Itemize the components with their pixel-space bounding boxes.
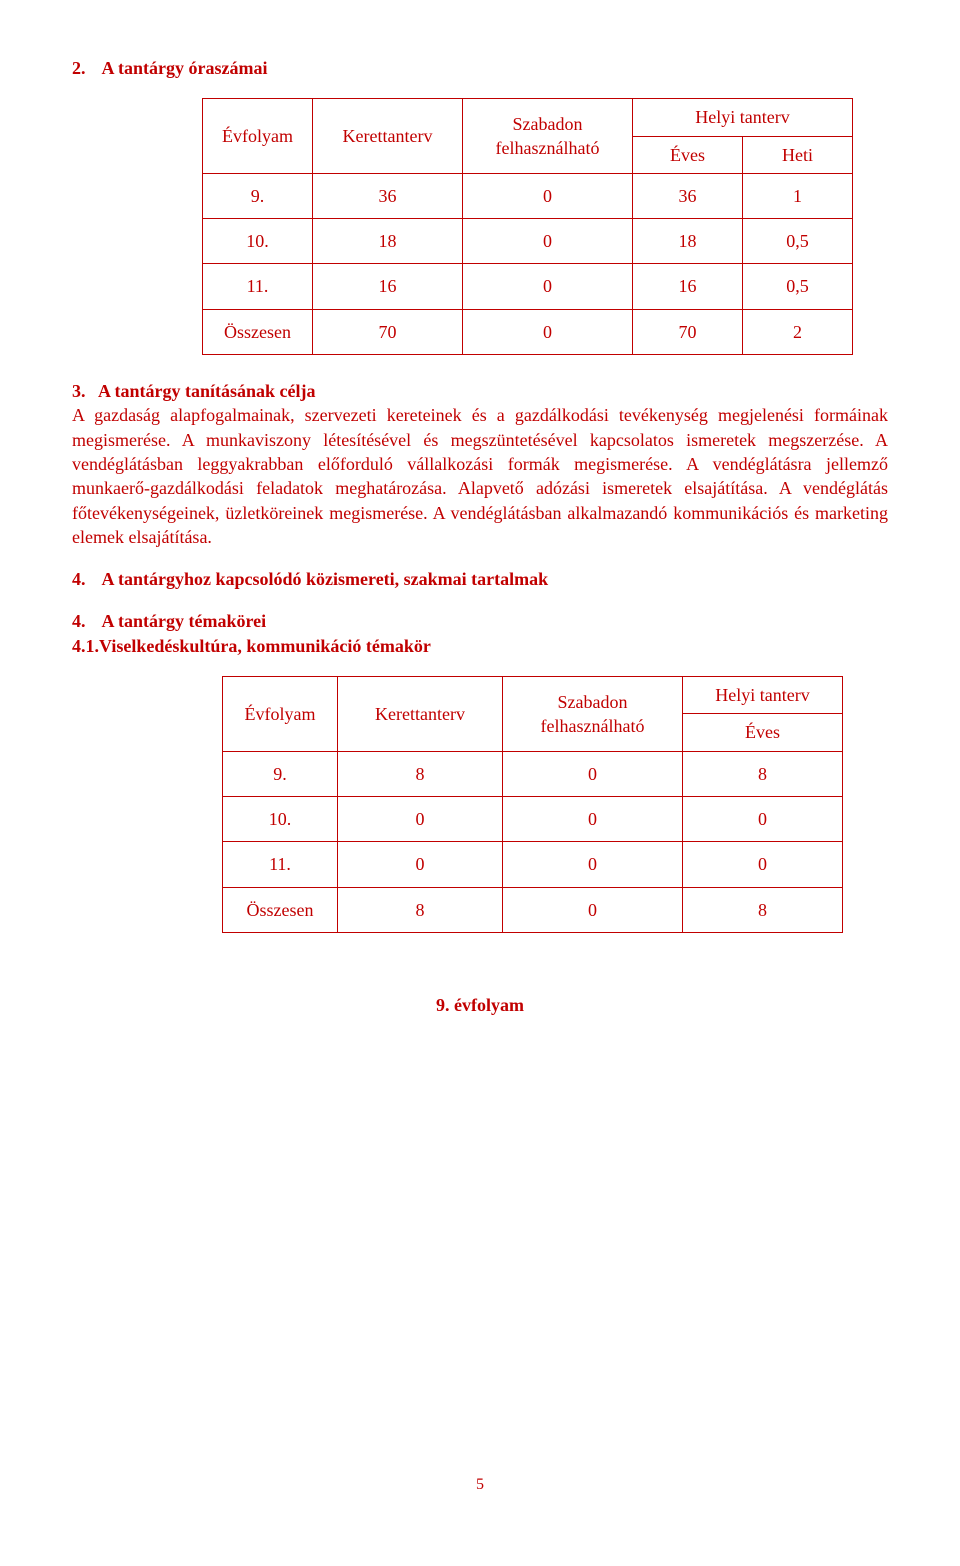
th-evfolyam2: Évfolyam [223,677,338,752]
cell: 18 [313,219,463,264]
cell: 0 [503,842,683,887]
topic-hours-table: Évfolyam Kerettanterv Szabadon felhaszná… [222,676,843,933]
section-3-num: 3. [72,379,98,403]
cell: 0 [503,887,683,932]
cell: 0 [683,842,843,887]
page-number: 5 [72,1474,888,1496]
th-kerettanterv: Kerettanterv [313,99,463,174]
cell: 8 [683,751,843,796]
footer-grade: 9. évfolyam [72,993,888,1017]
section-4b-title: A tantárgy témakörei [102,611,267,631]
section-2-heading: 2. A tantárgy óraszámai [72,56,888,80]
cell: 0 [503,751,683,796]
section-41-title: Viselkedéskultúra, kommunikáció témakör [99,636,431,656]
cell: Összesen [203,309,313,354]
cell: 0 [503,796,683,841]
cell: 0 [338,796,503,841]
cell: 16 [313,264,463,309]
th-szabadon: Szabadon felhasználható [463,99,633,174]
cell: 8 [683,887,843,932]
cell: 10. [223,796,338,841]
th-eves2: Éves [683,714,843,751]
th-szabadon2: Szabadon felhasználható [503,677,683,752]
cell: 9. [223,751,338,796]
cell: 0 [683,796,843,841]
table-row: Összesen 70 0 70 2 [203,309,853,354]
table-row: 9. 36 0 36 1 [203,173,853,218]
cell: 11. [203,264,313,309]
th-helyi: Helyi tanterv [633,99,853,136]
hours-table: Évfolyam Kerettanterv Szabadon felhaszná… [202,98,853,355]
th-kerettanterv2: Kerettanterv [338,677,503,752]
cell: 36 [633,173,743,218]
section-4a-heading: 4. A tantárgyhoz kapcsolódó közismereti,… [72,567,888,591]
section-41-num: 4.1. [72,636,99,656]
cell: 1 [743,173,853,218]
cell: 36 [313,173,463,218]
section-4a-title: A tantárgyhoz kapcsolódó közismereti, sz… [102,569,549,589]
table-row: 9. 8 0 8 [223,751,843,796]
table-row: 10. 18 0 18 0,5 [203,219,853,264]
th-helyi2: Helyi tanterv [683,677,843,714]
cell: 0 [463,309,633,354]
section-4b-heading: 4. A tantárgy témakörei 4.1.Viselkedésku… [72,609,888,658]
table-row: 11. 16 0 16 0,5 [203,264,853,309]
section-2-title: A tantárgy óraszámai [102,58,268,78]
cell: 0 [463,264,633,309]
cell: 0 [463,173,633,218]
th-evfolyam: Évfolyam [203,99,313,174]
section-4a-num: 4. [72,567,98,591]
cell: 8 [338,887,503,932]
section-3-body: A gazdaság alapfogalmainak, szervezeti k… [72,403,888,549]
table-row: Összesen 8 0 8 [223,887,843,932]
cell: 8 [338,751,503,796]
cell: 0 [338,842,503,887]
cell: Összesen [223,887,338,932]
cell: 18 [633,219,743,264]
cell: 70 [313,309,463,354]
th-heti: Heti [743,136,853,173]
cell: 9. [203,173,313,218]
section-4b-num: 4. [72,609,98,633]
cell: 70 [633,309,743,354]
cell: 11. [223,842,338,887]
cell: 10. [203,219,313,264]
cell: 0,5 [743,219,853,264]
cell: 0 [463,219,633,264]
cell: 16 [633,264,743,309]
table-row: 11. 0 0 0 [223,842,843,887]
table-row: 10. 0 0 0 [223,796,843,841]
section-3-block: 3.A tantárgy tanításának célja A gazdasá… [72,379,888,549]
section-3-title: A tantárgy tanításának célja [98,381,316,401]
th-eves: Éves [633,136,743,173]
cell: 2 [743,309,853,354]
cell: 0,5 [743,264,853,309]
section-2-num: 2. [72,56,98,80]
